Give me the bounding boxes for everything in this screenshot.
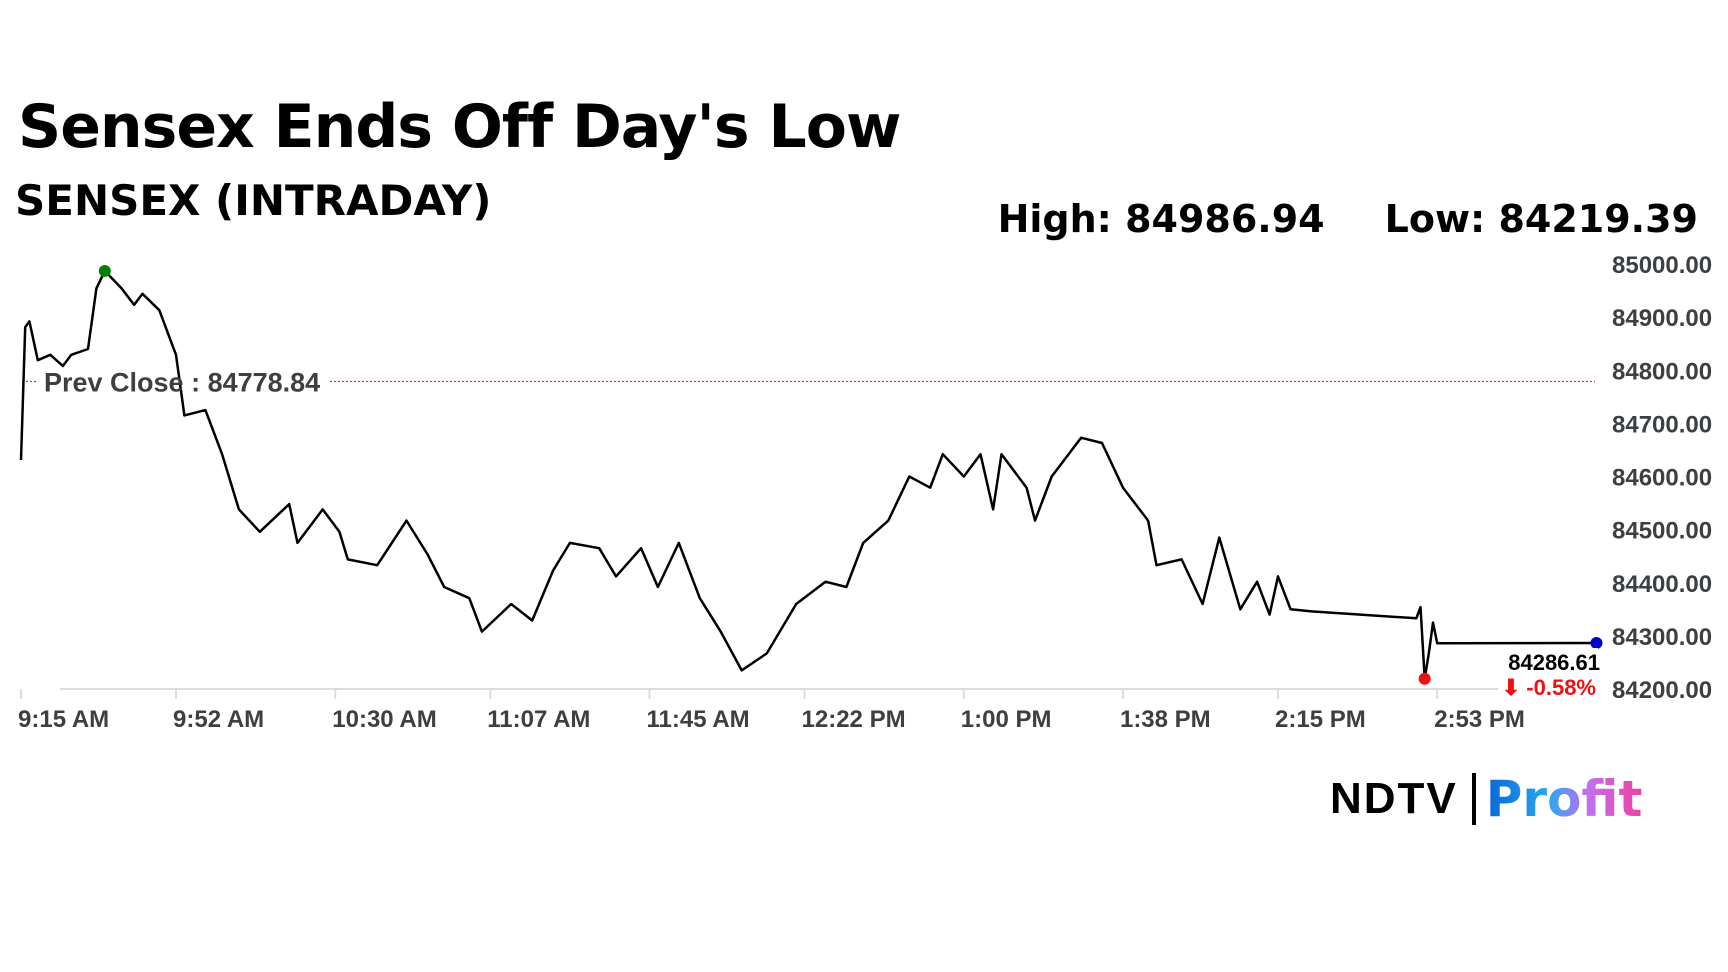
x-tick-label: 11:07 AM — [487, 706, 590, 733]
x-tick-label: 12:22 PM — [802, 706, 906, 733]
low-point-marker — [1418, 672, 1431, 685]
low-label: Low: 84219.39 — [1384, 197, 1698, 241]
x-tick-label: 9:52 AM — [173, 706, 264, 733]
y-tick-label: 84800.00 — [1612, 358, 1712, 385]
ndtv-profit-logo: NDTV Profit — [1330, 770, 1642, 828]
y-tick-label: 84300.00 — [1612, 624, 1712, 651]
x-tick-label: 11:45 AM — [647, 706, 750, 733]
high-point-marker — [98, 264, 111, 277]
x-tick-label: 2:53 PM — [1434, 706, 1525, 733]
high-low-summary: High: 84986.94 Low: 84219.39 — [998, 196, 1698, 242]
y-tick-label: 84600.00 — [1612, 465, 1712, 492]
y-tick-label: 84200.00 — [1612, 677, 1712, 704]
page-title: Sensex Ends Off Day's Low — [18, 92, 901, 162]
prev-close-label-bg — [38, 363, 328, 398]
change-percent-label: ⬇ -0.58% — [1502, 675, 1596, 700]
high-label: High: 84986.94 — [997, 197, 1325, 241]
x-tick-label: 2:15 PM — [1275, 706, 1366, 733]
y-tick-label: 84400.00 — [1612, 571, 1712, 598]
y-tick-label: 84700.00 — [1612, 411, 1712, 438]
sensex-line — [19, 269, 1597, 680]
prev-close-label: Prev Close : 84778.84 — [44, 367, 320, 397]
last-value-label: 84286.61 — [1508, 650, 1600, 675]
x-tick-label: 1:00 PM — [961, 706, 1052, 733]
last-value-bg — [1498, 648, 1598, 704]
x-tick-label: 10:30 AM — [332, 706, 436, 733]
logo-divider — [1471, 773, 1476, 825]
y-tick-label: 84900.00 — [1612, 305, 1712, 332]
y-tick-label: 84500.00 — [1612, 518, 1712, 545]
x-tick-label: 9:15 AM — [18, 706, 109, 733]
logo-ndtv: NDTV — [1330, 774, 1458, 823]
last-point-marker — [1590, 636, 1603, 649]
chart-subtitle: SENSEX (INTRADAY) — [15, 176, 492, 225]
x-tick-label: 1:38 PM — [1120, 706, 1211, 733]
logo-profit: Profit — [1485, 770, 1643, 828]
y-tick-label: 85000.00 — [1612, 252, 1712, 279]
